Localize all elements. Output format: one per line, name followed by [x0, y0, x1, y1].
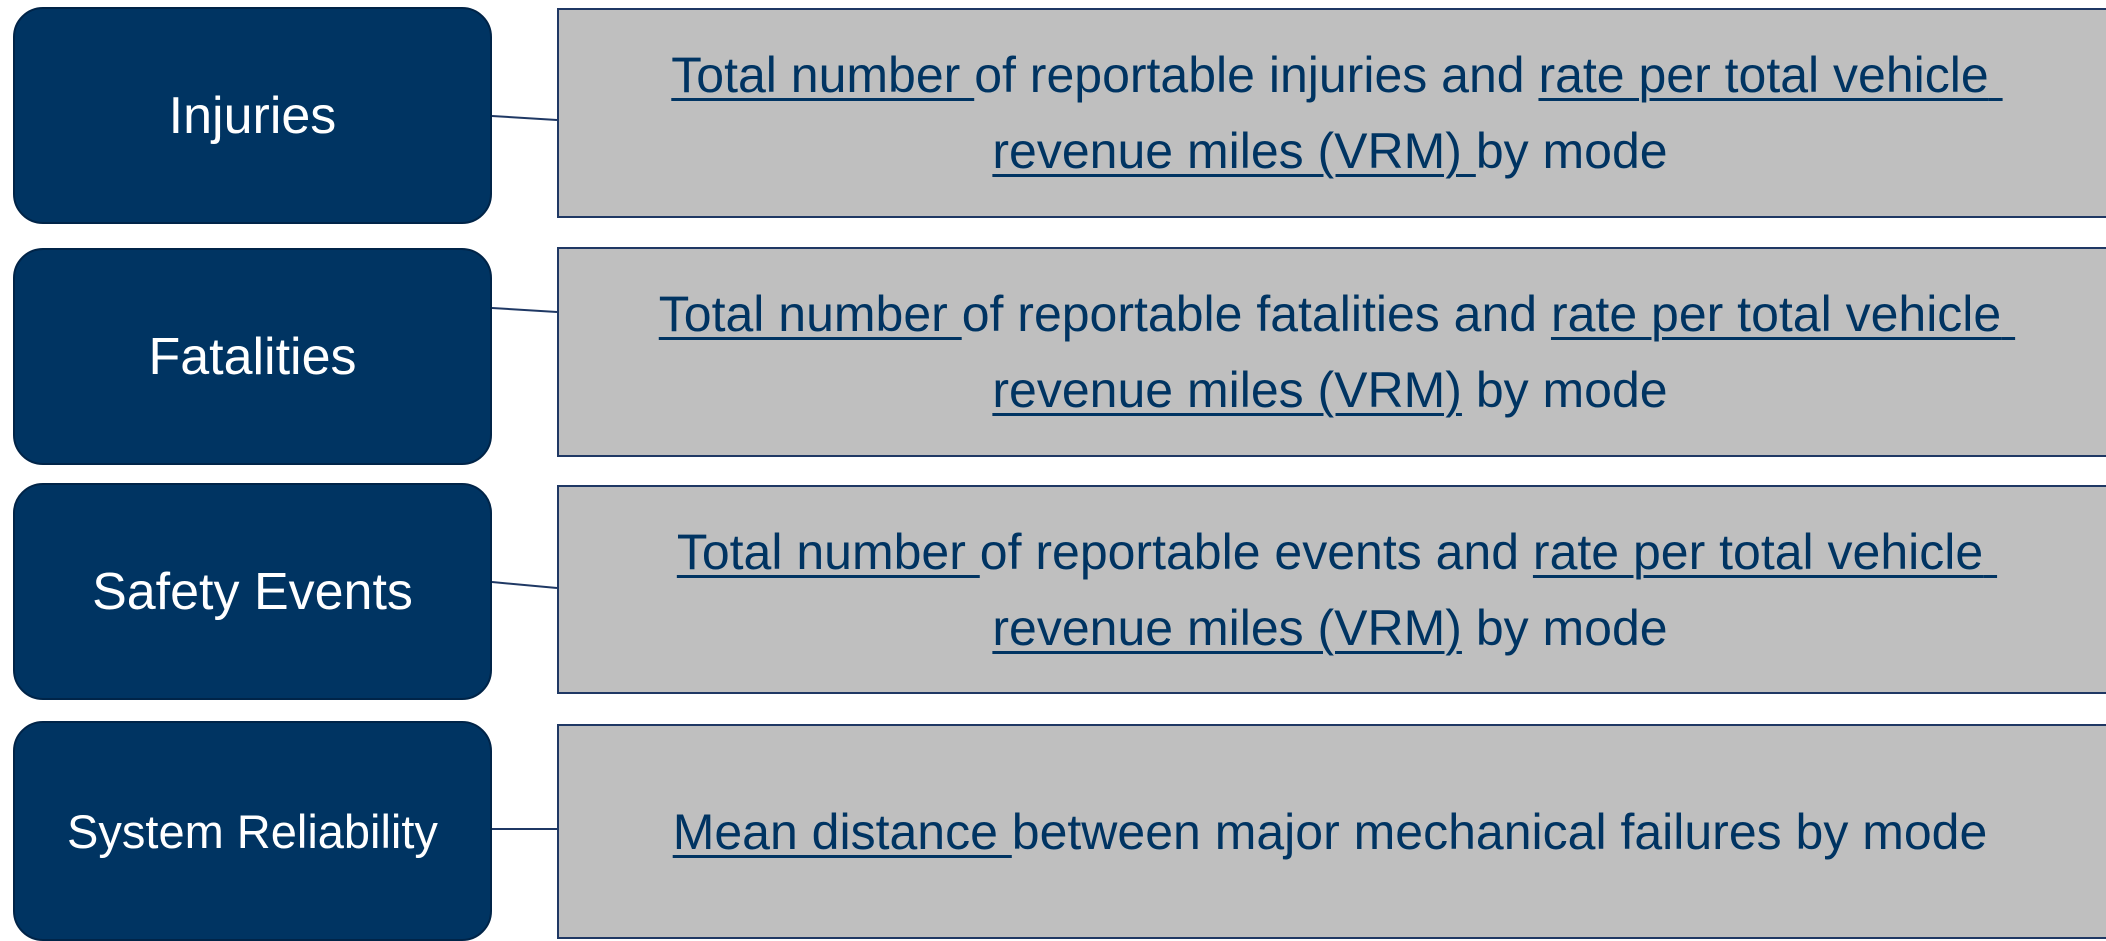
description-segment: rate per total vehicle revenue miles (VR… [992, 286, 2016, 418]
metric-label: System Reliability [13, 721, 492, 941]
metric-label: Fatalities [13, 248, 492, 465]
description-segment: by mode [1461, 599, 1668, 656]
metric-description: Total number of reportable events and ra… [557, 485, 2106, 694]
description-segment: by mode [1475, 123, 1668, 179]
description-segment: rate per total vehicle revenue miles (VR… [992, 523, 1998, 656]
description-segment: of reportable events and [979, 523, 1533, 580]
description-segment: Total number [676, 523, 980, 580]
description-segment: of reportable injuries and [974, 47, 1539, 103]
description-segment: Total number [658, 286, 962, 342]
connector [491, 581, 558, 589]
metric-label-text: Fatalities [148, 327, 357, 386]
description-segment: of reportable fatalities and [961, 286, 1551, 342]
connector [491, 115, 558, 121]
metric-label: Injuries [13, 7, 492, 224]
description-text: Total number of reportable fatalities an… [600, 276, 2060, 428]
connector [491, 307, 558, 313]
description-segment: rate per total vehicle revenue miles (VR… [992, 47, 2003, 179]
metric-label-text: Safety Events [92, 562, 413, 621]
metric-description: Total number of reportable injuries and … [557, 8, 2106, 218]
description-segment: by mode [1461, 362, 1668, 418]
description-segment: Mean distance [672, 803, 1012, 860]
metric-label: Safety Events [13, 483, 492, 700]
metric-label-text: System Reliability [67, 804, 438, 858]
description-segment: between major mechanical failures by mod… [1011, 803, 1988, 860]
metric-label-text: Injuries [168, 86, 337, 145]
metric-description: Total number of reportable fatalities an… [557, 247, 2106, 457]
metric-description: Mean distance between major mechanical f… [557, 724, 2106, 939]
description-text: Total number of reportable events and ra… [600, 514, 2060, 666]
description-text: Mean distance between major mechanical f… [600, 794, 2060, 870]
description-text: Total number of reportable injuries and … [600, 37, 2060, 189]
description-segment: Total number [671, 47, 975, 103]
